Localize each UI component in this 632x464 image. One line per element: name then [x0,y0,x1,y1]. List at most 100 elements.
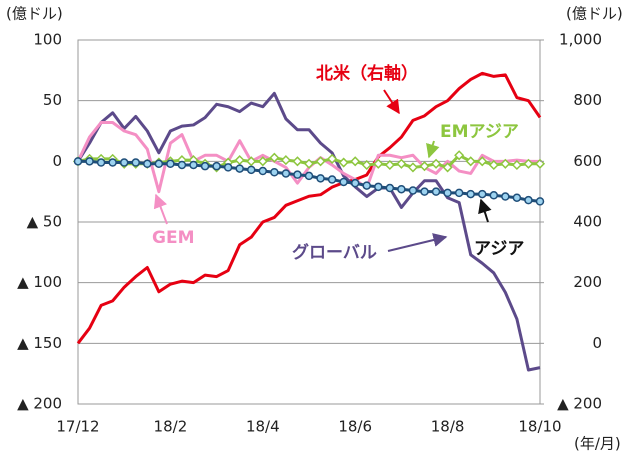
marker [466,189,475,199]
marker [397,184,406,194]
marker [281,169,291,178]
marker [315,156,326,167]
marker [96,158,106,167]
marker [338,157,349,168]
marker [362,181,371,190]
marker [350,156,361,167]
marker [419,161,430,172]
y-tick-label: 100 [33,31,62,49]
label-em-asia: EMアジア [440,122,519,142]
series-line [76,91,541,372]
marker [407,162,419,173]
marker [478,189,487,199]
marker [154,159,164,169]
marker [374,182,383,192]
marker [269,152,280,163]
marker [223,163,233,172]
marker [280,155,291,166]
x-tick-label: 18/2 [154,418,188,436]
y-unit: (億ドル) [6,5,63,23]
marker [385,183,395,193]
marker [257,156,268,167]
label-north-america: 北米（右軸） [316,63,418,84]
marker [524,195,533,205]
marker [500,158,511,169]
x-tick-label: 18/8 [431,418,465,436]
marker [489,191,499,200]
marker [200,161,210,171]
marker [408,186,418,195]
marker [292,156,303,167]
arrow [387,233,448,252]
marker [235,164,244,173]
marker [396,158,407,169]
marker [327,153,338,164]
marker [246,156,257,167]
x-tick-label: 18/4 [246,418,280,436]
y-tick-label: ▲ 150 [17,334,62,352]
y2-tick-label: 600 [573,152,602,170]
marker [270,168,279,177]
y-tick-label: ▲ 100 [17,273,62,291]
marker [501,192,510,201]
y2-unit: (億ドル) [566,5,623,23]
marker [247,165,256,175]
y2-tick-label: 800 [573,91,602,109]
series-line [76,71,542,345]
marker [512,193,522,202]
marker [212,161,221,171]
arrow [426,140,440,159]
marker [304,171,314,181]
y-tick-label: 50 [43,91,62,109]
label-global: グローバル [292,242,377,263]
marker [442,162,453,173]
marker [523,158,534,169]
arrow [383,89,400,115]
marker [373,158,384,169]
y-tick-label: ▲ 50 [27,213,62,231]
label-gem: GEM [152,228,194,248]
x-tick-label: 18/6 [338,418,372,436]
marker [477,156,488,167]
marker [465,156,476,167]
marker [177,160,187,170]
marker [166,159,175,169]
marker [189,160,198,170]
marker [108,158,117,167]
marker [339,177,348,187]
marker [443,188,452,198]
y2-tick-label: 1,000 [559,31,602,49]
arrow [153,193,168,225]
marker [454,150,465,161]
marker [511,159,522,171]
label-asia: アジア [474,239,524,259]
marker [327,175,337,184]
x-unit: (年/月) [574,435,621,453]
y-tick-label: 0 [52,152,62,170]
x-tick-label: 17/12 [56,418,99,436]
y-tick-label: ▲ 200 [17,395,62,413]
arrow [478,198,492,223]
x-tick-label: 18/10 [518,418,561,436]
marker [85,157,94,166]
marker [131,158,140,167]
marker [488,159,499,171]
marker [303,158,315,169]
marker [384,159,395,171]
marker [143,159,152,169]
marker [350,178,360,188]
marker [293,170,302,179]
y2-tick-label: 400 [573,213,602,231]
y2-tick-label: 200 [573,273,602,291]
marker [119,158,129,167]
marker [454,188,464,198]
arrows [153,89,492,252]
marker [73,157,83,166]
marker [535,197,545,206]
y2-tick-label: ▲ 200 [557,395,602,413]
y2-tick-label: 0 [592,334,602,352]
marker [420,187,429,196]
marker [431,187,441,196]
marker [258,166,268,176]
